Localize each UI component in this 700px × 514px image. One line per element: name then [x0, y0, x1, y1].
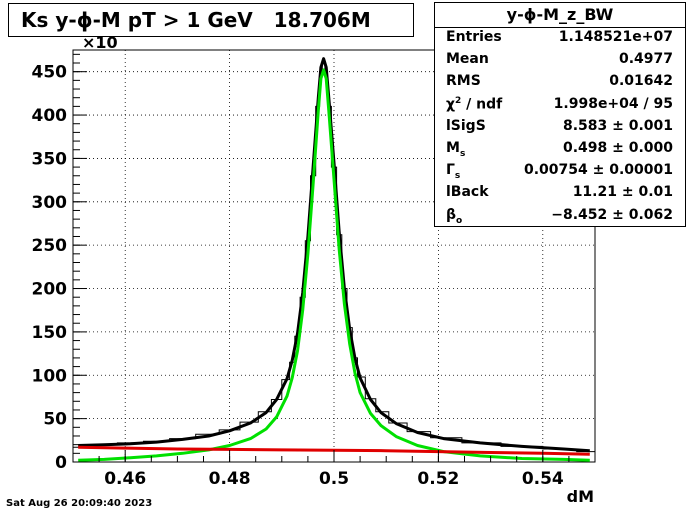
stats-row: lBack 11.21 ± 0.01 — [435, 184, 685, 206]
stats-key: βo — [446, 206, 463, 226]
stats-title: y-ϕ-M_z_BW — [435, 3, 685, 28]
x-axis-label: dM — [567, 487, 594, 506]
stats-key: Mean — [446, 51, 489, 68]
stats-row: Ms 0.498 ± 0.000 — [435, 140, 685, 162]
stats-key: Ms — [446, 140, 466, 159]
stats-value: 0.00754 ± 0.00001 — [523, 162, 673, 179]
x-tick-label: 0.54 — [522, 469, 564, 489]
stats-key: Γs — [446, 162, 461, 181]
stats-row: βo −8.452 ± 0.062 — [435, 207, 685, 229]
x-tick-label: 0.5 — [319, 469, 349, 489]
y-tick-label: 400 — [32, 106, 68, 126]
y-tick-label: 100 — [32, 366, 68, 386]
y-tick-label: 450 — [32, 63, 68, 83]
stats-row: Mean 0.4977 — [435, 51, 685, 73]
stats-box: y-ϕ-M_z_BW Entries 1.148521e+07 Mean 0.4977… — [434, 2, 686, 227]
stats-value: −8.452 ± 0.062 — [551, 206, 673, 223]
x-tick-label: 0.48 — [209, 469, 251, 489]
stats-key: χ2 / ndf — [446, 95, 503, 113]
stats-key: lSigS — [446, 117, 486, 134]
series-layer — [73, 57, 595, 462]
stats-value: 1.148521e+07 — [558, 29, 673, 45]
timestamp: Sat Aug 26 20:09:40 2023 — [6, 498, 153, 509]
series-1-line — [78, 57, 590, 453]
y-tick-label: 250 — [32, 236, 68, 256]
axes: 0.46 0.48 0.5 0.52 0.54 0 50 100 150 200 250 300 350… — [32, 53, 596, 489]
y-tick-label: 150 — [32, 323, 68, 343]
stats-row: Γs 0.00754 ± 0.00001 — [435, 162, 685, 184]
y-multiplier-label: ×10 — [82, 33, 118, 52]
stats-key: lBack — [446, 184, 489, 201]
y-tick-label: 350 — [32, 149, 68, 169]
stats-value: 11.21 ± 0.01 — [572, 184, 673, 201]
stats-value: 0.4977 — [618, 51, 673, 68]
x-tick-label: 0.52 — [417, 469, 459, 489]
x-tick-label: 0.46 — [104, 469, 146, 489]
series-2-line — [78, 68, 590, 462]
stats-row: lSigS 8.583 ± 0.001 — [435, 118, 685, 140]
stats-key: RMS — [446, 73, 481, 90]
stats-key: Entries — [446, 29, 502, 45]
stats-value: 1.998e+04 / 95 — [553, 95, 673, 112]
stats-row: χ2 / ndf 1.998e+04 / 95 — [435, 96, 685, 118]
chart-title: Ks y-ϕ-M pT > 1 GeV 18.706M — [8, 3, 414, 37]
y-tick-label: 0 — [55, 453, 67, 473]
y-tick-label: 300 — [32, 193, 68, 213]
stats-value: 0.01642 — [609, 73, 673, 90]
stats-value: 0.498 ± 0.000 — [562, 140, 673, 156]
y-tick-label: 200 — [32, 280, 68, 300]
stats-row: RMS 0.01642 — [435, 73, 685, 95]
y-tick-label: 50 — [43, 410, 67, 430]
stats-value: 8.583 ± 0.001 — [562, 117, 673, 134]
stats-row: Entries 1.148521e+07 — [435, 29, 685, 51]
